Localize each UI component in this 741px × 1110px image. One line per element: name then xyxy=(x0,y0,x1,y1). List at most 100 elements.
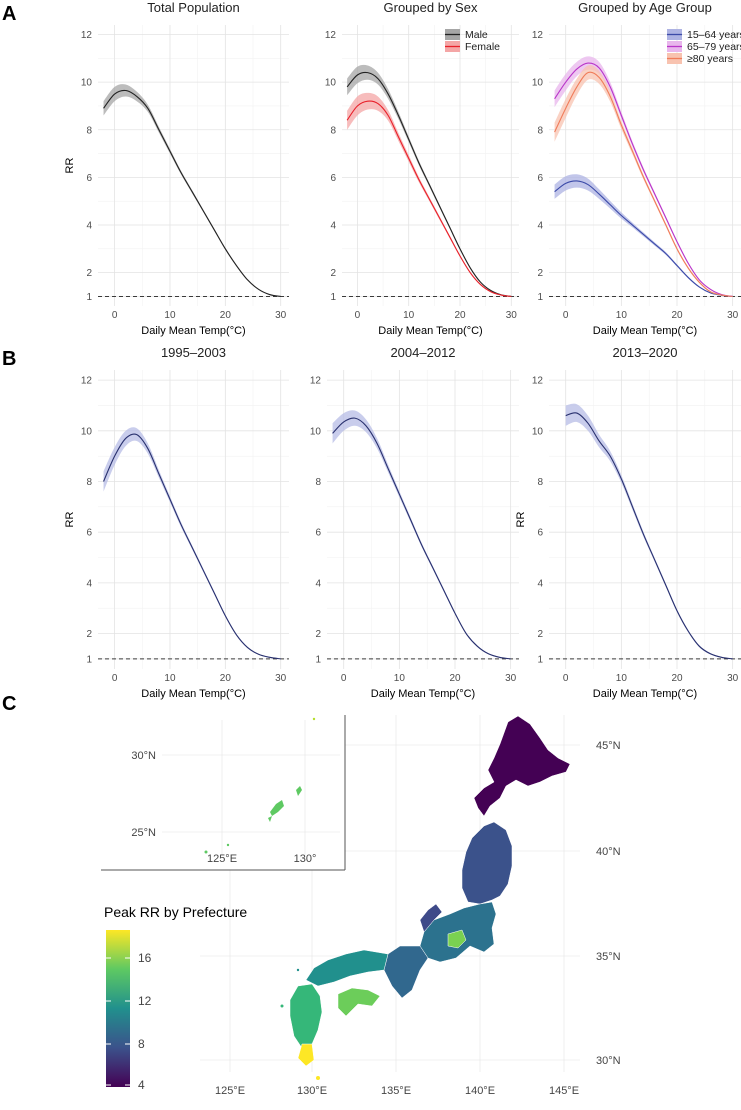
inset-island xyxy=(296,786,302,796)
series-line xyxy=(103,433,281,660)
y-axis-label: RR xyxy=(515,512,527,528)
colorbar-tick: 4 xyxy=(138,1078,145,1092)
y-tick-label: 8 xyxy=(537,125,543,136)
y-tick-label: 6 xyxy=(86,528,92,539)
x-tick-label: 10 xyxy=(403,310,415,321)
legend-label: Male xyxy=(465,29,488,41)
lat-label: 35°N xyxy=(596,951,621,963)
inset-lon-label: 125°E xyxy=(207,853,237,865)
y-tick-label: 12 xyxy=(325,30,337,41)
x-axis-label: Daily Mean Temp(°C) xyxy=(593,688,697,700)
inset-island xyxy=(204,850,208,854)
chart-title: Grouped by Age Group xyxy=(578,0,712,15)
series-line xyxy=(346,71,512,298)
y-tick-label: 4 xyxy=(537,221,543,232)
y-tick-label: 2 xyxy=(315,629,321,640)
series-line xyxy=(554,62,733,298)
x-tick-label: 0 xyxy=(563,310,569,321)
colorbar xyxy=(106,930,130,1087)
legend-label: ≥80 years xyxy=(687,53,733,65)
ci-band xyxy=(554,56,733,297)
ci-band xyxy=(103,427,281,660)
series-line xyxy=(346,100,512,298)
ci-band xyxy=(554,174,733,297)
x-tick-label: 30 xyxy=(505,673,517,684)
chart-title: 2013–2020 xyxy=(612,345,677,360)
map-region-kyushu xyxy=(289,983,323,1049)
lon-label: 125°E xyxy=(215,1085,245,1097)
lon-label: 135°E xyxy=(381,1085,411,1097)
series-line xyxy=(554,180,733,298)
x-axis-label: Daily Mean Temp(°C) xyxy=(371,688,475,700)
y-tick-label: 6 xyxy=(537,528,543,539)
x-axis-label: Daily Mean Temp(°C) xyxy=(141,325,245,337)
y-tick-label: 8 xyxy=(315,477,321,488)
inset-lon-label: 130° xyxy=(294,853,317,865)
y-tick-label: 6 xyxy=(86,173,92,184)
colorbar-legend: Peak RR by Prefecture 16 12 8 4 xyxy=(104,904,247,1092)
y-tick-label: 10 xyxy=(81,78,93,89)
y-tick-label: 8 xyxy=(537,477,543,488)
map-region-kinki xyxy=(383,945,429,999)
y-tick-label: 8 xyxy=(86,125,92,136)
colorbar-tick: 8 xyxy=(138,1037,145,1051)
map-region-kagoshima xyxy=(297,1043,315,1067)
map-region-yamanashi xyxy=(447,929,467,949)
map-island xyxy=(316,1076,320,1080)
y-tick-label: 12 xyxy=(310,376,322,387)
y-tick-label: 10 xyxy=(310,426,322,437)
y-tick-label: 10 xyxy=(532,78,544,89)
y-tick-label: 4 xyxy=(330,221,336,232)
x-tick-label: 30 xyxy=(727,673,739,684)
map-region-shikoku xyxy=(337,987,381,1017)
y-tick-label: 12 xyxy=(81,376,93,387)
map-island xyxy=(280,1004,284,1008)
inset-lat-label: 25°N xyxy=(131,827,156,839)
y-tick-label: 4 xyxy=(86,221,92,232)
chart-title: Total Population xyxy=(147,0,240,15)
inset-lat-label: 30°N xyxy=(131,750,156,762)
y-tick-label: 4 xyxy=(537,578,543,589)
y-tick-label: 1 xyxy=(537,654,543,665)
x-tick-label: 20 xyxy=(671,310,683,321)
x-tick-label: 20 xyxy=(454,310,466,321)
y-tick-label: 4 xyxy=(86,578,92,589)
y-tick-label: 1 xyxy=(330,292,336,303)
x-tick-label: 20 xyxy=(671,673,683,684)
series-line xyxy=(554,71,733,298)
series-line xyxy=(332,417,511,660)
y-tick-label: 2 xyxy=(330,268,336,279)
y-tick-label: 8 xyxy=(330,125,336,136)
okinawa-inset: 30°N 25°N 125°E 130° xyxy=(101,715,346,871)
lon-label: 140°E xyxy=(465,1085,495,1097)
colorbar-tick: 16 xyxy=(138,951,152,965)
colorbar-tick: 12 xyxy=(138,994,152,1008)
y-tick-label: 1 xyxy=(86,292,92,303)
inset-island xyxy=(226,843,230,847)
x-axis-label: Daily Mean Temp(°C) xyxy=(378,325,482,337)
panel-label-c: C xyxy=(2,693,16,715)
legend-label: 15–64 years xyxy=(687,29,741,41)
chart-title: 1995–2003 xyxy=(161,345,226,360)
x-tick-label: 0 xyxy=(355,310,361,321)
x-tick-label: 10 xyxy=(616,673,628,684)
ci-band xyxy=(332,410,511,660)
x-tick-label: 0 xyxy=(112,673,118,684)
x-tick-label: 10 xyxy=(164,310,176,321)
y-axis-label: RR xyxy=(64,512,76,528)
y-tick-label: 6 xyxy=(330,173,336,184)
y-tick-label: 2 xyxy=(537,629,543,640)
y-tick-label: 10 xyxy=(532,426,544,437)
map-region-chugoku xyxy=(305,949,389,987)
y-axis-label: RR xyxy=(64,158,76,174)
x-tick-label: 0 xyxy=(341,673,347,684)
chart-title: Grouped by Sex xyxy=(384,0,478,15)
y-tick-label: 2 xyxy=(86,629,92,640)
panel-label-a: A xyxy=(2,3,16,25)
lat-label: 30°N xyxy=(596,1055,621,1067)
y-tick-label: 2 xyxy=(86,268,92,279)
map-island xyxy=(296,968,300,972)
lon-label: 145°E xyxy=(549,1085,579,1097)
x-tick-label: 0 xyxy=(112,310,118,321)
